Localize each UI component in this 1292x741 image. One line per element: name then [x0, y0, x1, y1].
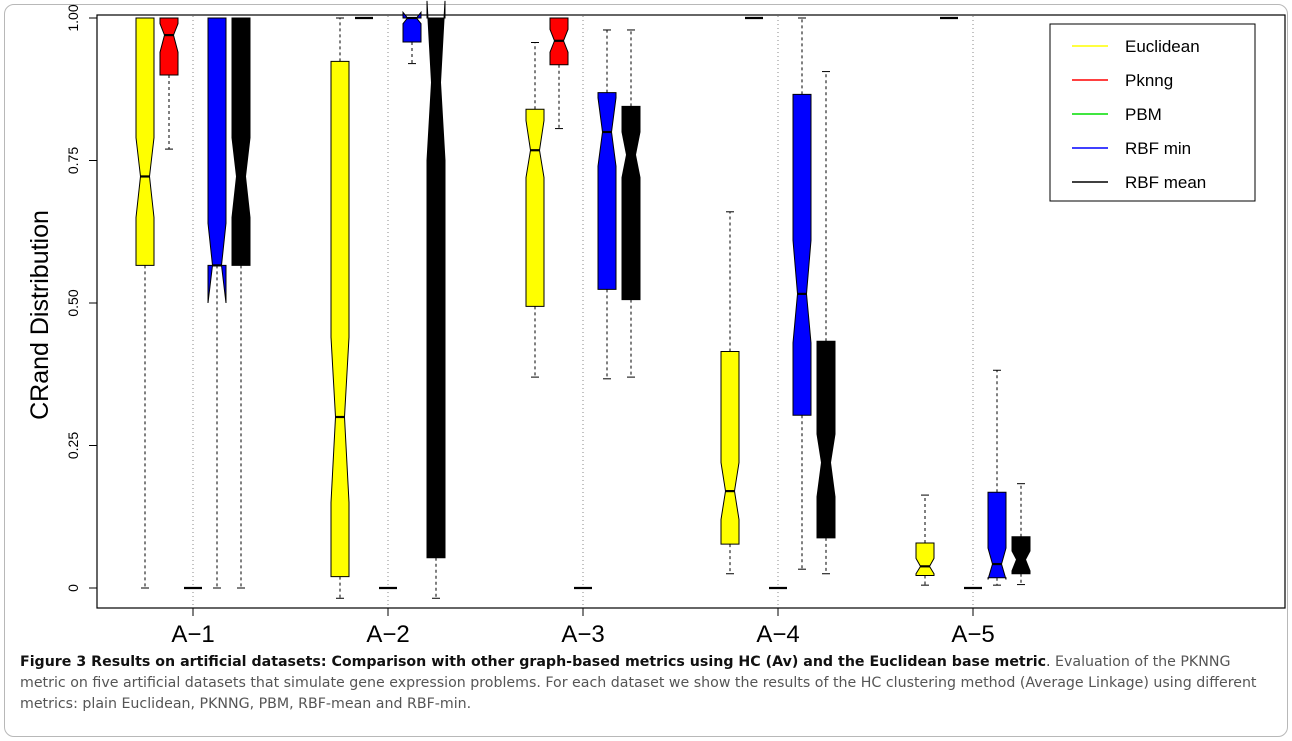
box-body — [792, 93, 812, 416]
box-body — [207, 17, 227, 304]
box-body — [621, 105, 641, 301]
box-body — [135, 17, 155, 266]
box-rbf-min-4 — [792, 17, 812, 570]
box-body — [987, 491, 1007, 580]
box-body — [330, 60, 350, 578]
box-rbf-min-2 — [402, 10, 422, 65]
box-euclidean-5 — [915, 494, 935, 586]
box-euclidean-4 — [720, 211, 740, 575]
box-rbf-min-1 — [207, 17, 227, 589]
box-body — [426, 0, 446, 559]
x-axis: A−1 A−2 A−3 A−4 A−5 — [171, 608, 995, 648]
box-body — [720, 350, 740, 545]
box-body — [816, 340, 836, 539]
y-tick-label: 1.00 — [65, 4, 81, 31]
box-body — [915, 542, 935, 576]
y-tick-label: 0 — [65, 584, 81, 592]
figure-frame — [4, 4, 1288, 737]
box-rbf-mean-1 — [231, 17, 251, 589]
caption-title: Figure 3 Results on artificial datasets:… — [20, 654, 1046, 670]
box-pknng-3 — [549, 17, 569, 130]
legend-label: RBF mean — [1125, 173, 1206, 192]
y-tick-label: 0.50 — [65, 289, 81, 316]
category-gridlines — [192, 16, 974, 607]
box-rbf-mean-4 — [816, 71, 836, 575]
box-rbf-mean-5 — [1011, 483, 1031, 586]
x-tick-label: A−5 — [951, 621, 994, 648]
plot-area — [96, 14, 1286, 609]
caption-title-end: . — [1046, 654, 1051, 670]
box-series — [135, 0, 1031, 599]
y-axis: 0 0.25 0.50 0.75 1.00 — [65, 4, 97, 592]
box-body — [1011, 536, 1031, 575]
box-body — [525, 108, 545, 307]
x-tick-label: A−1 — [171, 621, 214, 648]
box-rbf-min-5 — [987, 369, 1007, 586]
y-axis-label: CRand Distribution — [26, 210, 54, 420]
box-plot: 0 0.25 0.50 0.75 1.00 A−1 A−2 A−3 A−4 A−5 CRand … — [26, 0, 1286, 648]
box-euclidean-3 — [525, 42, 545, 378]
legend-label: Pknng — [1125, 71, 1173, 90]
box-euclidean-1 — [135, 17, 155, 589]
box-pknng-1 — [159, 17, 179, 150]
y-tick-label: 0.25 — [65, 432, 81, 459]
x-tick-label: A−3 — [561, 621, 604, 648]
x-tick-label: A−2 — [366, 621, 409, 648]
figure-caption: Figure 3 Results on artificial datasets:… — [20, 652, 1280, 715]
caption-body: Evaluation of the PKNNG metric on five a… — [20, 654, 1257, 712]
x-tick-label: A−4 — [756, 621, 799, 648]
box-body — [159, 17, 179, 76]
box-rbf-mean-2 — [426, 0, 446, 599]
y-tick-label: 0.75 — [65, 147, 81, 174]
box-body — [402, 10, 422, 43]
legend-label: RBF min — [1125, 139, 1191, 158]
legend-label: PBM — [1125, 105, 1162, 124]
box-body — [231, 17, 251, 266]
box-rbf-min-3 — [597, 29, 617, 380]
box-body — [597, 92, 617, 290]
legend-label: Euclidean — [1125, 37, 1200, 56]
legend-box — [1049, 23, 1256, 202]
box-euclidean-2 — [330, 17, 350, 599]
legend: Euclidean Pknng PBM RBF min RBF mean — [1049, 23, 1256, 202]
box-rbf-mean-3 — [621, 29, 641, 378]
